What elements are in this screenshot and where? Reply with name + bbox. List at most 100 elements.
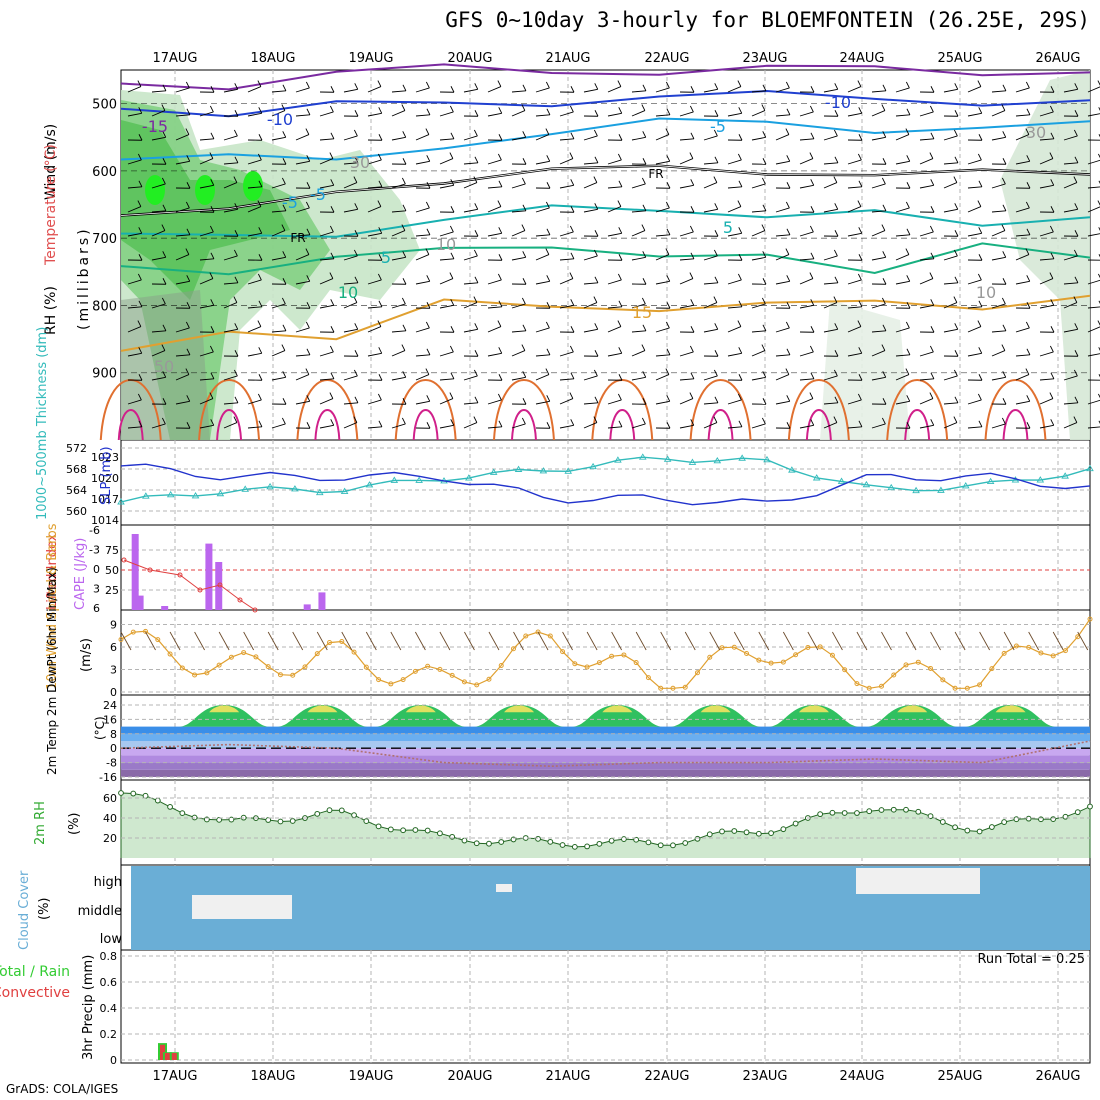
wind-barb	[871, 230, 886, 237]
temp-hump-top	[897, 705, 928, 713]
wind10-marker	[167, 651, 173, 657]
date-label-top: 20AUG	[447, 51, 492, 66]
wind-barb-flag	[378, 347, 383, 354]
wind10-marker	[363, 664, 369, 670]
thick-tick: 572	[66, 442, 87, 455]
rh-marker	[535, 835, 541, 842]
wind-barb	[271, 303, 286, 309]
wind-barb	[919, 351, 934, 357]
wind-barb-flag	[473, 369, 478, 377]
thick-marker	[638, 453, 647, 460]
contour-label: -10	[825, 93, 851, 112]
wind-barb-flag	[402, 84, 407, 91]
rh-marker	[927, 813, 934, 820]
wind-barb	[679, 158, 694, 165]
wind-barb-flag	[642, 251, 647, 258]
contour-arc-hot	[904, 409, 931, 441]
wind-barb-flag	[1050, 206, 1055, 213]
precip-run-total: Run Total = 0.25	[977, 952, 1085, 967]
wind-barb-flag	[641, 344, 646, 351]
wind-barb-flag	[785, 128, 790, 135]
wind-barb-flag	[881, 344, 886, 351]
wind-barb	[775, 400, 790, 405]
wind-barb-flag	[1026, 302, 1031, 309]
wind-barb-flag	[1049, 225, 1054, 233]
footer-credit: GrADS: COLA/IGES	[6, 1082, 119, 1096]
wind-barb	[607, 112, 622, 117]
wind-barb-flag	[690, 132, 695, 139]
wind-barb-flag	[906, 275, 911, 282]
wind-barb-flag	[1098, 180, 1100, 184]
wind-barb-flag	[642, 131, 647, 138]
wind-barb-flag	[618, 134, 623, 141]
wind-barb	[1015, 114, 1030, 117]
wind-barb-flag	[834, 156, 839, 163]
wind-barb	[127, 279, 142, 285]
wind-barb-flag	[882, 84, 887, 91]
temp-hump	[474, 705, 565, 727]
wind-barb	[247, 352, 262, 357]
wind-barb-flag	[401, 297, 406, 305]
precip-tick: 0.6	[100, 976, 118, 989]
contour-arc	[198, 379, 261, 441]
slp-tick: 1020	[91, 472, 119, 485]
wind-barb-flag	[449, 152, 454, 159]
wind-barb-flag	[786, 155, 791, 162]
wind-barb-flag	[569, 345, 574, 353]
wind-barb	[1063, 255, 1078, 261]
li-marker	[121, 557, 127, 563]
wind-barb-flag	[450, 372, 455, 379]
wind-barb-flag	[498, 420, 503, 427]
wind-barb-flag	[1049, 105, 1054, 113]
temp-hump-top	[405, 705, 436, 713]
wind-barb-flag	[810, 179, 815, 186]
wind10-marker	[498, 662, 504, 668]
wind-barb	[631, 230, 646, 237]
wind-barb-flag	[882, 278, 887, 285]
wind-barb-flag	[1098, 254, 1100, 258]
wind-barb-flag	[138, 134, 143, 141]
wind-barb-flag	[641, 177, 646, 185]
wind-barb-flag	[497, 393, 502, 401]
wind-barb-flag	[809, 105, 814, 113]
thick-marker	[117, 498, 125, 505]
rh-marker	[154, 797, 161, 804]
wind-barb	[367, 326, 382, 333]
contour-label: FR	[648, 167, 663, 181]
wind-barb-flag	[737, 200, 742, 207]
wind-barb	[1039, 258, 1054, 261]
wind-barb	[775, 374, 790, 381]
contour-line	[120, 204, 1091, 238]
wind-barb	[415, 280, 430, 285]
wind-barb-flag	[857, 393, 862, 401]
wind-barb-flag	[137, 153, 142, 161]
rh-shading	[121, 70, 1090, 440]
wind-barb-flag	[617, 80, 622, 87]
wind10-marker	[903, 662, 909, 668]
wind-barb	[1039, 351, 1054, 357]
wind-barb	[607, 399, 622, 405]
rh-marker	[191, 814, 198, 821]
wind-barb-flag	[186, 182, 191, 189]
wind-barb-flag	[497, 153, 502, 161]
wind-barb-flag	[930, 326, 935, 333]
wind-barb-flag	[1002, 251, 1007, 258]
wind-barb-flag	[858, 420, 863, 427]
wind-barb	[631, 183, 646, 189]
wind-barb	[607, 306, 622, 309]
wind10-barb	[881, 631, 892, 651]
wind-barb-flag	[497, 273, 502, 281]
wind-barb-flag	[809, 225, 814, 233]
wind-barb	[319, 398, 334, 405]
wind-barb-flag	[738, 134, 743, 141]
wind-barb-flag	[1049, 392, 1054, 399]
wind10-marker	[511, 646, 517, 652]
wind-barb-flag	[834, 203, 839, 210]
wind-barb-flag	[1098, 420, 1100, 424]
wind-barb-flag	[761, 224, 766, 231]
wind-barb	[991, 330, 1006, 333]
p-tick-label: 600	[92, 165, 117, 180]
wind10-marker	[339, 639, 345, 645]
wind-barb-flag	[905, 201, 910, 209]
